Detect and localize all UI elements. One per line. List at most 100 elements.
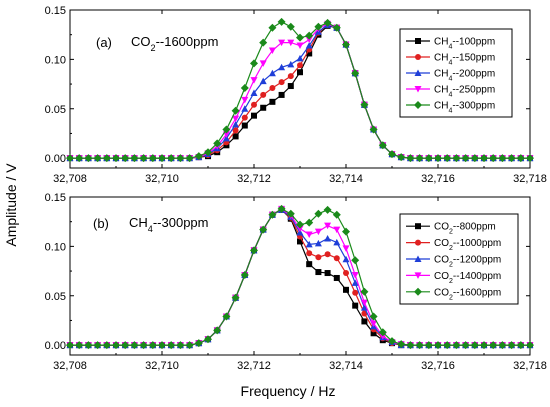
data-point — [360, 304, 368, 311]
data-point — [222, 134, 230, 142]
legend-item: CO2--800ppm — [406, 222, 496, 235]
data-point — [130, 341, 139, 350]
panel-annotation: CH4--300ppm — [129, 215, 208, 234]
data-point — [176, 154, 185, 163]
data-point — [213, 326, 222, 335]
data-point — [296, 42, 304, 50]
data-point — [361, 318, 368, 325]
text-subscript: 2 — [449, 277, 453, 284]
x-tick-label: 32,712 — [237, 173, 271, 185]
x-tick-label: 32,710 — [145, 173, 179, 185]
data-point — [332, 23, 341, 32]
data-point — [332, 210, 341, 219]
data-point — [498, 341, 507, 350]
data-point — [139, 341, 148, 350]
legend: CH4--100ppmCH4--150ppmCH4--200ppmCH4--25… — [399, 28, 513, 118]
data-point — [516, 154, 525, 163]
data-point — [241, 96, 249, 104]
text-base: CO — [434, 238, 449, 249]
legend-label: CH4--100ppm — [434, 37, 495, 51]
data-point — [415, 341, 424, 350]
data-point — [148, 154, 157, 163]
legend-label: CH4--200ppm — [434, 69, 495, 83]
y-tick-label: 0.00 — [45, 153, 66, 165]
text-suffix: --300ppm — [452, 101, 495, 112]
data-point — [296, 229, 304, 236]
data-point — [406, 154, 415, 163]
data-point — [526, 341, 534, 350]
data-point — [158, 154, 166, 163]
data-point — [93, 341, 102, 350]
data-point — [480, 341, 488, 350]
text-subscript: 2 — [151, 43, 156, 53]
data-point — [158, 341, 166, 350]
data-point — [388, 337, 396, 346]
text-suffix: --100ppm — [452, 37, 495, 48]
data-point — [259, 60, 267, 67]
data-point — [204, 335, 212, 344]
text-suffix: --1600ppm — [453, 287, 501, 298]
data-point — [370, 320, 378, 327]
data-point — [260, 91, 267, 98]
y-tick-label: 0.15 — [45, 192, 66, 204]
data-point — [287, 83, 294, 90]
data-point — [75, 154, 84, 163]
y-axis-title: Amplitude / V — [3, 163, 19, 247]
data-point — [378, 141, 387, 150]
data-point — [352, 302, 359, 309]
data-point — [241, 105, 249, 112]
data-point — [268, 210, 277, 219]
x-tick-label: 32,708 — [53, 173, 87, 185]
data-point — [66, 154, 74, 163]
text-base: CH — [434, 101, 448, 112]
data-point — [93, 154, 102, 163]
text-base: CO — [434, 222, 449, 233]
text-subscript: 2 — [449, 245, 453, 252]
data-point — [434, 154, 442, 163]
data-point — [297, 69, 303, 76]
data-point — [268, 23, 277, 32]
data-point — [461, 154, 470, 163]
text-suffix: --300ppm — [153, 215, 209, 230]
data-point — [259, 38, 268, 47]
data-point — [241, 122, 248, 129]
x-tick-label: 32,716 — [421, 173, 455, 185]
legend-item: CO2--1400ppm — [406, 271, 501, 284]
data-point — [333, 238, 341, 246]
data-point — [305, 240, 313, 248]
text-base: CH — [434, 37, 448, 48]
data-point — [305, 231, 313, 239]
legend-label: CO2--1600ppm — [434, 287, 501, 301]
x-tick-label: 32,718 — [513, 360, 547, 372]
text-base: CO — [434, 271, 449, 282]
data-point — [470, 154, 479, 163]
data-point — [342, 245, 350, 252]
legend-item: CH4--150ppm — [406, 53, 495, 66]
data-point — [351, 256, 360, 265]
data-point — [286, 22, 295, 31]
data-point — [470, 341, 479, 350]
x-tick-label: 32,714 — [329, 360, 363, 372]
text-suffix: --800ppm — [453, 222, 496, 233]
data-point — [75, 341, 84, 350]
data-point — [259, 77, 267, 85]
data-point — [360, 299, 368, 307]
data-point — [306, 250, 313, 257]
data-point — [278, 39, 286, 47]
data-point — [286, 209, 295, 218]
data-point — [139, 154, 148, 163]
data-point — [278, 79, 285, 86]
data-point — [278, 91, 285, 98]
data-point — [361, 310, 368, 317]
x-tick-label: 32,716 — [421, 360, 455, 372]
data-point — [222, 125, 231, 134]
text-suffix: --1400ppm — [453, 271, 501, 282]
data-point — [305, 218, 314, 227]
data-point — [269, 98, 276, 105]
data-point — [112, 341, 120, 350]
data-point — [121, 154, 130, 163]
data-point — [278, 63, 286, 71]
data-point — [232, 121, 240, 128]
data-point — [352, 289, 359, 296]
legend-swatch-marker — [415, 38, 421, 44]
